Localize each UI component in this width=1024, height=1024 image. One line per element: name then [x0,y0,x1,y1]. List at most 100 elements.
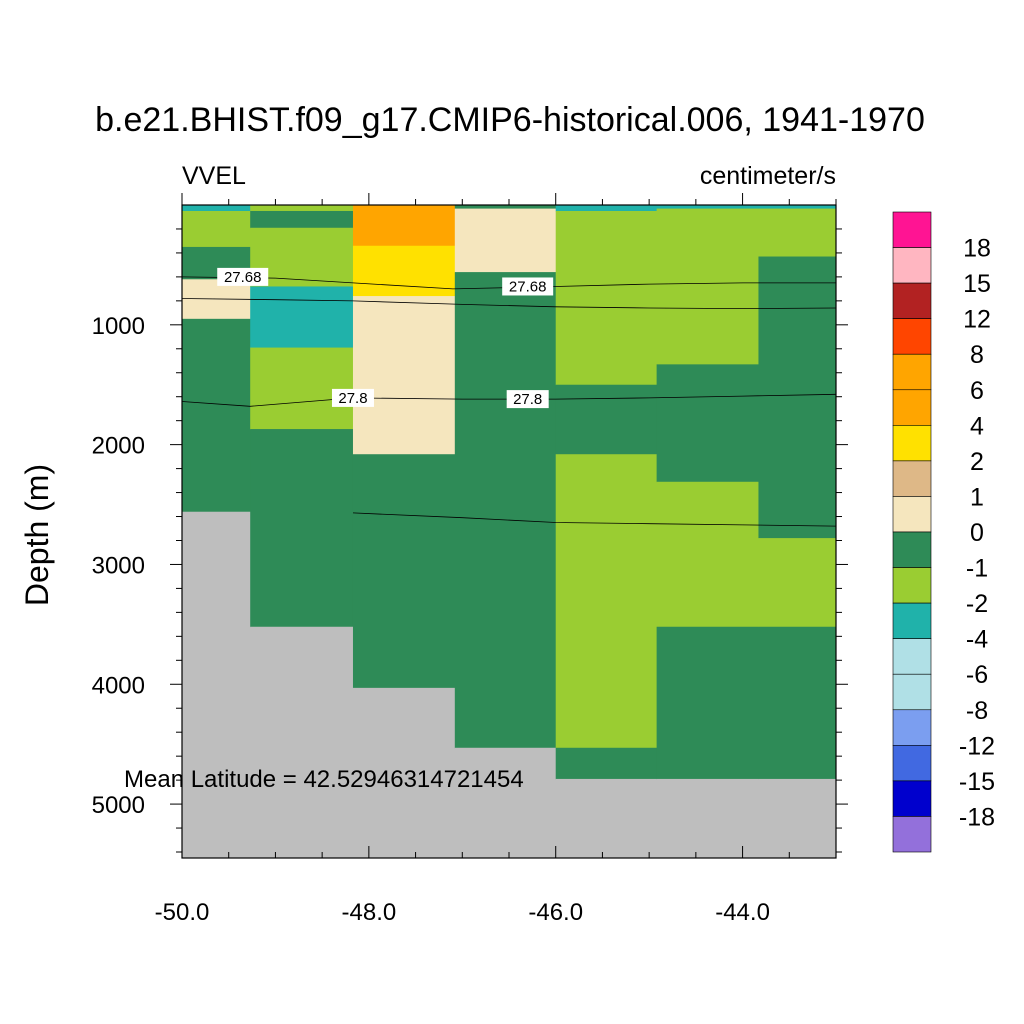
colorbar-label: -12 [959,732,995,760]
contour-label: 27.8 [513,391,542,408]
colorbar-label: 6 [970,377,984,405]
colorbar-swatch [892,425,932,462]
colorbar-swatch [892,816,932,853]
colorbar: 18 15 12 8 6 4 2 1 0 -1 -2 -4 -6 -8 -12 -15 -18 [892,211,995,853]
contour-label-box [331,388,374,407]
y-tick-label: 3000 [92,552,145,579]
heatmap-cell [656,778,759,859]
colorbar-swatch [892,282,932,319]
colorbar-label: 1 [970,483,984,511]
y-tick-label: 4000 [92,672,145,699]
axes: -50.0 -48.0 -46.0 -44.0 1000 2000 3000 4000 5000 [92,193,848,926]
heatmap-cell [352,245,456,297]
heatmap-cell [454,208,557,273]
heatmap-cell [758,778,837,859]
heatmap-cell [555,454,658,749]
colorbar-label: -1 [966,555,988,583]
colorbar-label: 18 [963,235,991,263]
colorbar-swatch [892,780,932,817]
contour-label-box [217,267,269,286]
x-tick-label: -50.0 [155,899,210,926]
heatmap-cell [250,347,354,430]
colorbar-swatch [892,531,932,568]
heatmap-cell [352,205,456,247]
colorbar-swatch [892,496,932,533]
density-contours: 27.68 27.68 27.8 27.8 [181,267,837,527]
colorbar-swatch [892,638,932,675]
heatmap-cell [182,511,251,859]
heatmap-cell [758,256,837,539]
colorbar-swatch [892,745,932,782]
heatmap-cell [656,626,759,780]
x-tick-label: -48.0 [342,899,397,926]
heatmap-cell [555,210,658,386]
chart-title: b.e21.BHIST.f09_g17.CMIP6-historical.006… [95,101,925,139]
heatmap-cell [555,384,658,455]
heatmap-cell [758,626,837,780]
colorbar-label: -18 [959,803,995,831]
heatmap-cell [250,205,354,212]
y-tick-label: 1000 [92,313,145,340]
heatmap-cell [454,747,557,859]
heatmap-cell [454,205,557,210]
colorbar-swatch [892,211,932,248]
heatmap-cell [352,296,456,455]
colorbar-swatch [892,460,932,497]
colorbar-swatch [892,602,932,639]
heatmap-cell [656,481,759,628]
colorbar-swatch [892,673,932,711]
x-tick-label: -46.0 [528,899,583,926]
y-tick-label: 5000 [92,792,145,819]
colorbar-swatch [892,318,932,355]
contour-label-box [506,390,549,409]
colorbar-label: -15 [959,768,995,796]
heatmap-cell [250,210,354,229]
colorbar-label: -4 [966,626,988,654]
colorbar-swatch [892,389,932,426]
heatmap-cell [250,626,354,859]
contour-label-box [502,277,554,296]
heatmap-cell [555,747,658,780]
colorbar-swatch [892,567,932,604]
heatmap-cell [250,429,354,628]
colorbar-label: -6 [966,661,988,689]
y-tick-label: 2000 [92,433,145,460]
heatmap-cell [656,208,759,365]
heatmap-cell [182,205,251,212]
x-tick-label: -44.0 [715,899,770,926]
mean-latitude-note: Mean Latitude = 42.52946314721454 [124,766,524,793]
heatmap-cell [454,272,557,749]
contour-line [352,512,837,527]
heatmap-cell [250,286,354,349]
colorbar-label: 4 [970,412,984,440]
colorbar-label: -8 [966,697,988,725]
heatmap-cell [352,454,456,689]
heatmap-cells [182,205,837,859]
y-axis-label: Depth (m) [19,464,55,606]
heatmap-cell [758,538,837,628]
colorbar-swatch [892,247,932,284]
colorbar-label: 12 [963,306,991,334]
contour-label: 27.68 [509,278,547,295]
colorbar-label: 15 [963,270,991,298]
variable-label: VVEL [182,162,246,190]
units-label: centimeter/s [700,162,836,190]
heatmap-cell [758,205,837,210]
heatmap-cell [182,318,251,513]
colorbar-label: 2 [970,448,984,476]
heatmap-cell [656,364,759,483]
colorbar-label: -2 [966,590,988,618]
colorbar-label: 0 [970,519,984,547]
colorbar-label: 8 [970,341,984,369]
heatmap-cell [758,208,837,258]
heatmap-cell [182,210,251,248]
contour-label: 27.8 [338,390,367,407]
heatmap-cell [555,205,658,212]
colorbar-swatch [892,709,932,746]
heatmap-cell [656,205,759,210]
heatmap-cell [555,778,658,859]
colorbar-swatch [892,353,932,391]
heatmap-cell [352,687,456,859]
contour-line [181,298,837,310]
